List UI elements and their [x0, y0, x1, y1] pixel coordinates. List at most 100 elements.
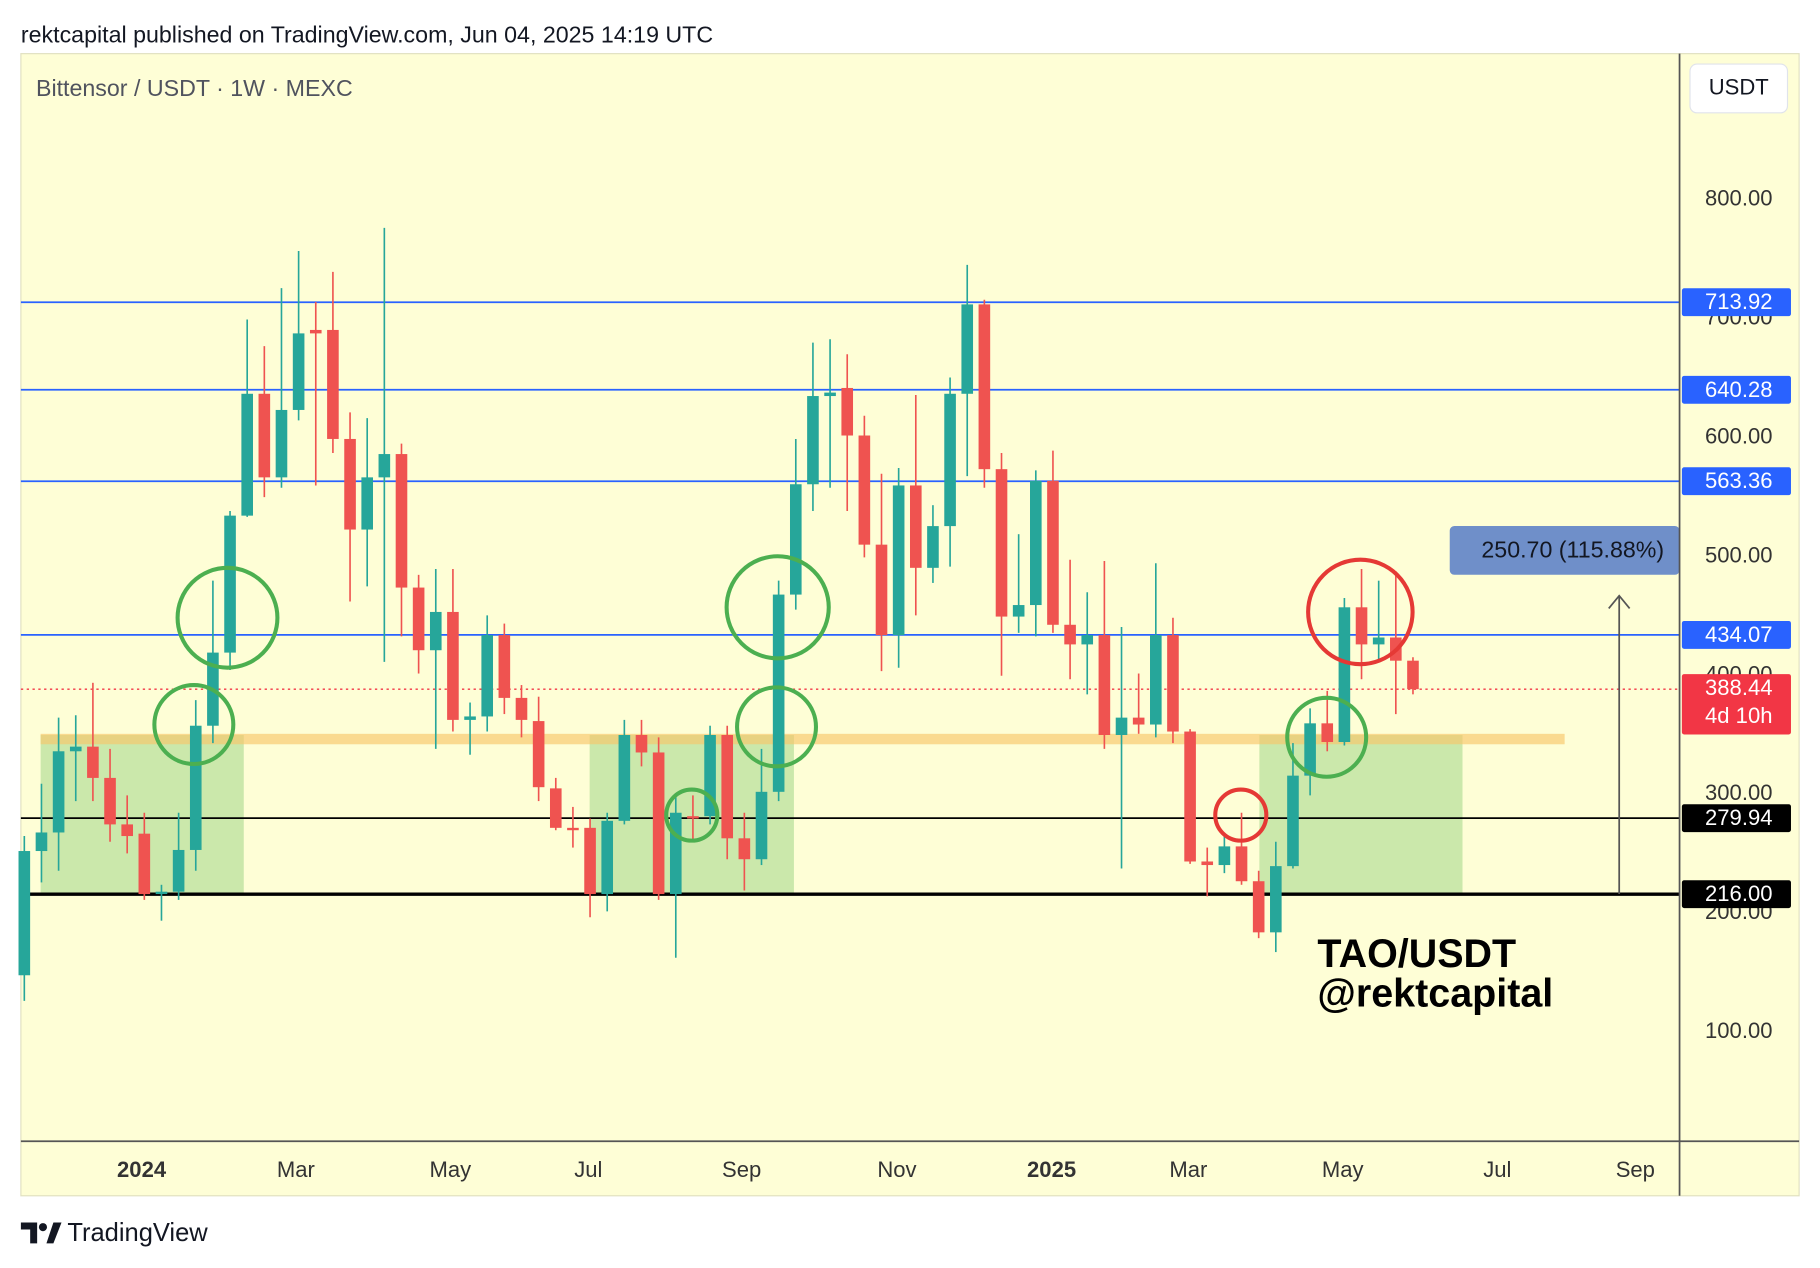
candle-body: [652, 752, 665, 895]
x-tick-label: Sep: [1616, 1157, 1655, 1182]
last-price-label: 388.44: [1705, 675, 1772, 700]
candle-body: [1355, 607, 1368, 645]
candle-body: [1372, 637, 1385, 645]
candle-body: [464, 716, 476, 720]
candle-body: [1064, 624, 1076, 645]
level-label-box: [1681, 880, 1791, 909]
candle-body: [241, 393, 253, 516]
candle-body: [189, 725, 202, 850]
annotation-pair: TAO/USDT: [1317, 932, 1516, 976]
footer-brand: TradingView: [67, 1219, 208, 1247]
candle-body: [1338, 607, 1351, 743]
candle-body: [258, 393, 271, 478]
level-label-box: [1681, 288, 1791, 317]
measure-arrowhead: [1608, 594, 1631, 610]
x-tick-label: Sep: [722, 1157, 761, 1182]
candle-body: [807, 396, 819, 485]
candle-body: [1184, 731, 1196, 862]
candle-body: [1201, 861, 1214, 866]
chart-panel: [20, 53, 1800, 1197]
countdown-label: 4d 10h: [1705, 703, 1772, 728]
candle-body: [944, 393, 956, 527]
x-tick-label: May: [430, 1157, 472, 1182]
candle-body: [87, 746, 99, 778]
candle-body: [447, 611, 459, 720]
candle-body: [909, 485, 922, 568]
level-label: 713.92: [1705, 289, 1772, 314]
annotation-author: @rektcapital: [1317, 972, 1553, 1016]
candle-body: [52, 751, 65, 833]
annotations: [152, 554, 1631, 895]
candle-body: [429, 611, 442, 651]
candle-body: [858, 435, 871, 545]
currency-label[interactable]: USDT: [1709, 74, 1769, 99]
y-tick-label: 100.00: [1705, 1018, 1772, 1043]
candle-body: [824, 392, 836, 397]
candle-body: [584, 827, 596, 895]
level-label-box: [1681, 467, 1791, 496]
level-label-box: [1681, 804, 1791, 833]
currency-button[interactable]: [1689, 63, 1789, 114]
candle-body: [841, 387, 854, 436]
candle-body: [669, 812, 682, 895]
candle-body: [155, 891, 168, 895]
axes: 100.00200.00300.00400.00500.00600.00700.…: [117, 186, 1791, 1182]
candle-body: [121, 824, 133, 837]
x-tick-label: Mar: [1169, 1157, 1207, 1182]
x-tick-label: 2024: [117, 1157, 167, 1182]
candle-body: [1167, 635, 1179, 732]
candle-body: [1047, 480, 1059, 625]
candle-body: [412, 587, 425, 651]
candle-body: [1321, 723, 1334, 743]
candle-body: [378, 454, 391, 478]
level-label: 434.07: [1705, 622, 1772, 647]
candle-body: [567, 827, 579, 831]
candle-body: [618, 734, 631, 821]
y-tick-label: 800.00: [1705, 186, 1772, 211]
candles: [18, 227, 1419, 1001]
x-tick-label: Jul: [574, 1157, 602, 1182]
candle-body: [1287, 775, 1299, 867]
candle-body: [344, 438, 356, 530]
logo-mark: [20, 1222, 38, 1244]
highlight-circle: [1213, 787, 1269, 843]
candle-body: [327, 329, 339, 439]
x-tick-label: Nov: [877, 1157, 916, 1182]
candle-body: [275, 409, 288, 478]
candle-body: [1150, 635, 1162, 725]
candle-body: [1270, 866, 1282, 933]
candle-body: [549, 788, 562, 828]
candle-body: [961, 304, 974, 394]
last-price-box: [1681, 674, 1791, 735]
candle-body: [292, 333, 305, 410]
candle-body: [704, 734, 716, 817]
candle-body: [395, 454, 408, 588]
level-label-box: [1681, 375, 1791, 404]
highlight-circle: [724, 554, 831, 661]
resistance-band: [40, 733, 1565, 745]
level-label: 563.36: [1705, 468, 1772, 493]
highlight-circle: [175, 565, 280, 670]
logo-dot: [38, 1223, 48, 1232]
footer-logo: [20, 1222, 62, 1244]
candle-body: [104, 777, 116, 825]
candle-body: [1132, 717, 1145, 725]
candle-body: [224, 515, 236, 653]
candle-body: [138, 833, 151, 895]
highlight-circle: [1285, 695, 1369, 779]
candle-body: [1218, 846, 1231, 866]
candle-body: [721, 734, 734, 839]
candle-body: [875, 544, 888, 636]
level-label: 640.28: [1705, 377, 1772, 402]
candle-body: [927, 526, 939, 568]
candle-body: [1304, 723, 1316, 776]
x-tick-label: Jul: [1483, 1157, 1511, 1182]
y-tick-label: 600.00: [1705, 423, 1772, 448]
candle-body: [69, 746, 82, 752]
level-label: 216.00: [1705, 881, 1772, 906]
candle-body: [1115, 717, 1128, 735]
candle-body: [515, 697, 528, 720]
candle-body: [1098, 635, 1111, 735]
